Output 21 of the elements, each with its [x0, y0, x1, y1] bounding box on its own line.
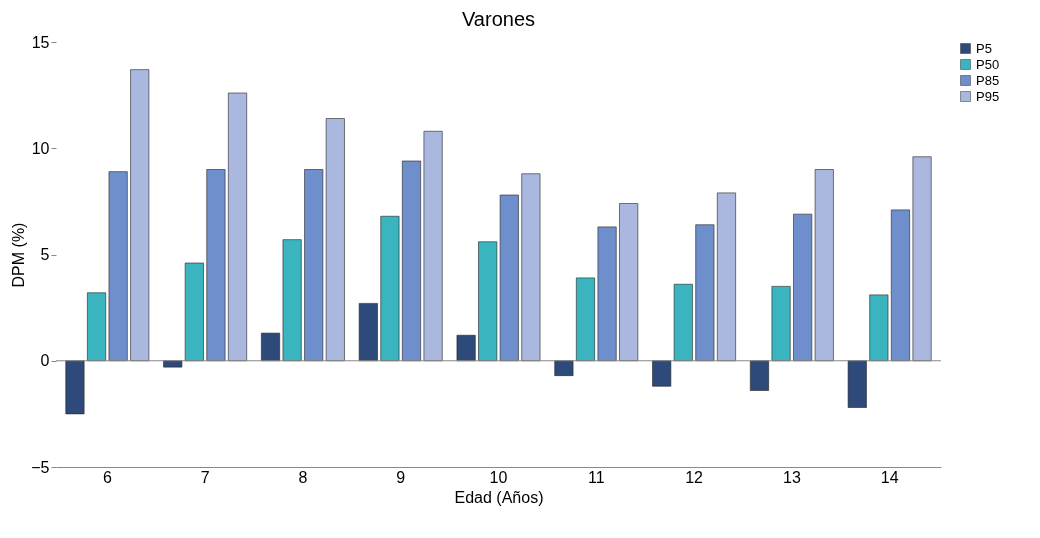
x-axis-title: Edad (Años) — [454, 488, 544, 506]
x-tick-label: 7 — [200, 468, 210, 486]
x-tick-label: 9 — [396, 468, 406, 486]
x-tick-label: 14 — [880, 468, 899, 486]
legend-label: P85 — [976, 72, 1000, 88]
x-tick-label: 8 — [298, 468, 308, 486]
y-tick-label: 10 — [31, 139, 50, 157]
legend-label: P5 — [976, 40, 992, 56]
legend-label: P95 — [976, 88, 1000, 104]
y-tick-label: −5 — [31, 458, 50, 476]
y-tick-label: 5 — [40, 246, 50, 263]
chart-title: Varones — [461, 8, 536, 30]
x-tick-label: 10 — [489, 468, 508, 486]
y-axis-title: DPM (%) — [10, 222, 28, 288]
y-tick-label: 0 — [40, 352, 50, 370]
x-tick-label: 13 — [782, 468, 801, 486]
x-tick-label: 11 — [587, 468, 605, 486]
legend-label: P50 — [976, 56, 1000, 72]
x-tick-label: 6 — [102, 468, 112, 486]
x-tick-label: 12 — [685, 468, 704, 486]
y-tick-label: 15 — [31, 33, 50, 51]
